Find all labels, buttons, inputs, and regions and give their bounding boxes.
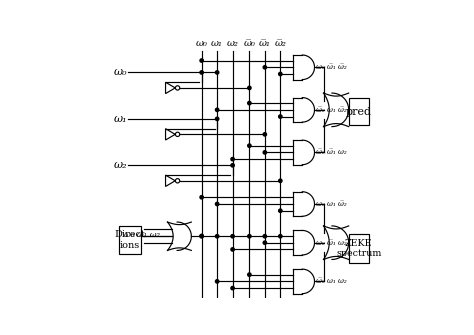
Text: ω̅₀ ω₁ ω₂: ω̅₀ ω₁ ω₂ [316, 277, 346, 285]
Circle shape [248, 144, 251, 147]
Circle shape [200, 234, 203, 238]
Circle shape [248, 273, 251, 276]
Circle shape [231, 157, 234, 161]
Text: ω₂: ω₂ [113, 160, 127, 170]
Circle shape [175, 86, 180, 90]
Circle shape [216, 202, 219, 206]
Text: ω̅₀: ω̅₀ [244, 40, 255, 49]
Bar [119, 226, 141, 254]
Circle shape [263, 241, 266, 244]
Circle shape [175, 132, 180, 136]
Circle shape [231, 286, 234, 290]
Circle shape [231, 163, 234, 167]
Circle shape [263, 133, 266, 136]
Bar [349, 234, 369, 263]
Text: ω₀: ω₀ [196, 40, 208, 49]
Circle shape [175, 179, 180, 183]
Text: ω₂: ω₂ [227, 40, 238, 49]
Text: ω₁: ω₁ [211, 40, 223, 49]
Circle shape [216, 71, 219, 74]
Circle shape [231, 234, 234, 238]
Circle shape [279, 209, 282, 212]
Circle shape [200, 196, 203, 199]
Circle shape [216, 234, 219, 238]
Text: Direct
ions: Direct ions [115, 230, 146, 250]
Circle shape [231, 248, 234, 251]
Circle shape [216, 280, 219, 283]
Circle shape [279, 179, 282, 183]
Text: ω₀ ω̅₁ ω̅₂: ω₀ ω̅₁ ω̅₂ [316, 63, 346, 71]
Text: ω₀ ω̅₁ ω₂: ω₀ ω̅₁ ω₂ [316, 239, 346, 247]
Bar [349, 98, 369, 125]
Text: ω̅₁: ω̅₁ [259, 40, 271, 49]
Circle shape [263, 151, 266, 154]
Circle shape [263, 234, 266, 238]
Circle shape [248, 234, 251, 238]
Circle shape [248, 86, 251, 89]
Circle shape [279, 234, 282, 238]
Circle shape [216, 108, 219, 112]
Text: pred: pred [346, 107, 372, 117]
Circle shape [279, 72, 282, 76]
Text: ω̅₂: ω̅₂ [274, 40, 286, 49]
Circle shape [279, 115, 282, 118]
Circle shape [200, 71, 203, 74]
Text: ω₁: ω₁ [113, 114, 127, 124]
Text: ω̅₀ ω₁ ω̅₂: ω̅₀ ω₁ ω̅₂ [316, 106, 346, 114]
Text: ω₀ ω₁ ω̅₂: ω₀ ω₁ ω̅₂ [316, 200, 346, 208]
Circle shape [200, 59, 203, 62]
Text: ZEKE
spectrum: ZEKE spectrum [336, 239, 382, 258]
Circle shape [248, 102, 251, 105]
Text: ω₀: ω₀ [113, 67, 127, 77]
Circle shape [216, 117, 219, 121]
Circle shape [263, 66, 266, 69]
Text: ω̅₀ ω̅₁ ω₂: ω̅₀ ω̅₁ ω₂ [316, 148, 346, 156]
Circle shape [200, 234, 203, 238]
Text: ω₀ ω₁ ω₂: ω₀ ω₁ ω₂ [124, 231, 160, 239]
